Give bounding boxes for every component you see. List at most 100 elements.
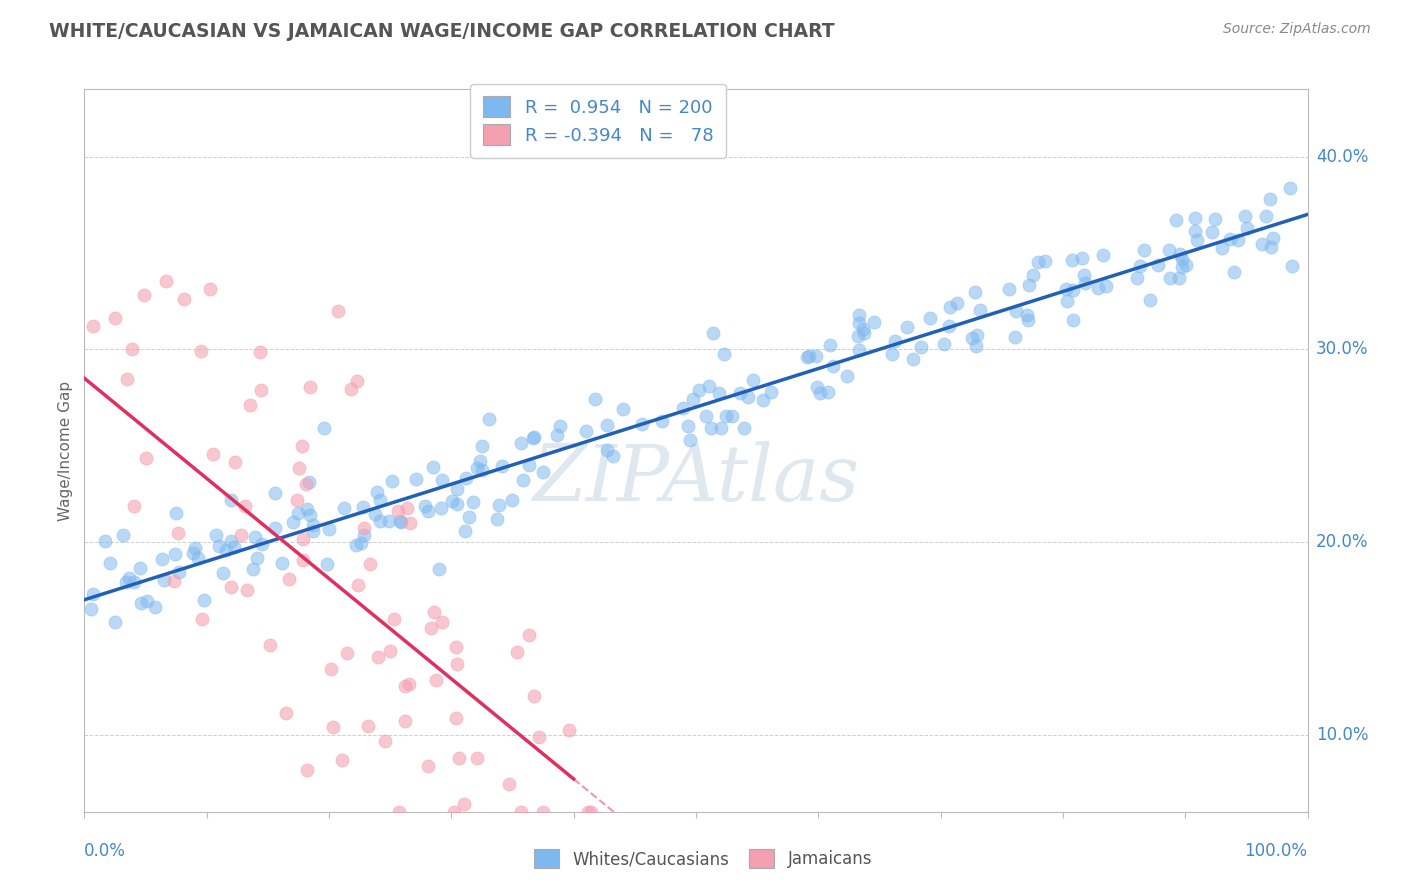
- Point: [222, 541, 245, 555]
- Point: [737, 390, 759, 404]
- Point: [291, 439, 314, 453]
- Point: [93, 533, 115, 548]
- Text: 10.0%: 10.0%: [1316, 726, 1368, 744]
- Point: [901, 352, 924, 367]
- Point: [129, 596, 152, 610]
- Point: [202, 447, 225, 461]
- Point: [215, 542, 238, 557]
- Point: [405, 472, 427, 486]
- Point: [1087, 281, 1109, 295]
- Point: [80, 602, 103, 616]
- Point: [806, 380, 828, 394]
- Point: [219, 493, 242, 508]
- Point: [1261, 230, 1284, 244]
- Point: [163, 547, 186, 561]
- Point: [631, 417, 654, 431]
- Point: [1254, 209, 1277, 223]
- Point: [193, 593, 215, 607]
- Point: [318, 523, 340, 537]
- Point: [239, 398, 262, 412]
- Point: [219, 534, 242, 549]
- Point: [295, 764, 318, 778]
- Point: [1201, 225, 1223, 239]
- Point: [862, 315, 884, 329]
- Point: [596, 443, 619, 458]
- Point: [1171, 260, 1194, 274]
- Point: [274, 706, 297, 721]
- Point: [602, 449, 624, 463]
- Point: [471, 439, 494, 453]
- Point: [353, 521, 375, 535]
- Point: [181, 546, 204, 560]
- Point: [264, 486, 287, 500]
- Point: [205, 528, 228, 542]
- Point: [163, 574, 186, 588]
- Point: [688, 384, 710, 398]
- Point: [443, 805, 465, 819]
- Point: [344, 538, 367, 552]
- Point: [418, 758, 440, 772]
- Point: [287, 460, 309, 475]
- Point: [1159, 270, 1181, 285]
- Point: [759, 384, 782, 399]
- Point: [387, 503, 409, 517]
- Point: [1167, 271, 1189, 285]
- Point: [962, 331, 984, 345]
- Point: [1250, 236, 1272, 251]
- Point: [165, 506, 187, 520]
- Point: [695, 409, 717, 423]
- Text: 100.0%: 100.0%: [1244, 842, 1308, 860]
- Point: [153, 574, 176, 588]
- Point: [498, 777, 520, 791]
- Point: [454, 471, 477, 485]
- Point: [366, 485, 388, 500]
- Point: [969, 303, 991, 318]
- Point: [98, 556, 121, 570]
- Point: [167, 565, 190, 579]
- Point: [394, 679, 416, 693]
- Point: [243, 531, 266, 545]
- Point: [1211, 241, 1233, 255]
- Point: [818, 337, 841, 351]
- Point: [444, 640, 467, 655]
- Point: [965, 285, 987, 299]
- Point: [471, 463, 494, 477]
- Point: [423, 605, 446, 619]
- Point: [1226, 233, 1249, 247]
- Point: [713, 347, 735, 361]
- Point: [896, 320, 918, 334]
- Point: [742, 373, 765, 387]
- Point: [946, 296, 969, 310]
- Point: [330, 752, 353, 766]
- Point: [672, 401, 695, 416]
- Point: [1170, 252, 1192, 267]
- Point: [446, 497, 468, 511]
- Point: [558, 723, 581, 738]
- Text: 0.0%: 0.0%: [84, 842, 127, 860]
- Point: [453, 797, 475, 811]
- Point: [221, 580, 243, 594]
- Point: [918, 310, 941, 325]
- Point: [488, 499, 510, 513]
- Point: [491, 459, 513, 474]
- Point: [413, 500, 436, 514]
- Point: [478, 411, 501, 425]
- Point: [104, 310, 127, 325]
- Point: [1017, 313, 1039, 327]
- Point: [468, 453, 491, 467]
- Point: [651, 414, 673, 428]
- Point: [733, 421, 755, 435]
- Point: [797, 349, 820, 363]
- Legend: R =  0.954   N = 200, R = -0.394   N =   78: R = 0.954 N = 200, R = -0.394 N = 78: [471, 84, 725, 158]
- Point: [224, 454, 246, 468]
- Point: [1060, 252, 1083, 267]
- Point: [336, 646, 359, 660]
- Point: [1234, 209, 1257, 223]
- Point: [427, 562, 450, 576]
- Point: [1056, 294, 1078, 309]
- Point: [287, 492, 309, 507]
- Point: [420, 621, 443, 635]
- Point: [359, 557, 381, 571]
- Point: [678, 418, 700, 433]
- Point: [115, 575, 138, 590]
